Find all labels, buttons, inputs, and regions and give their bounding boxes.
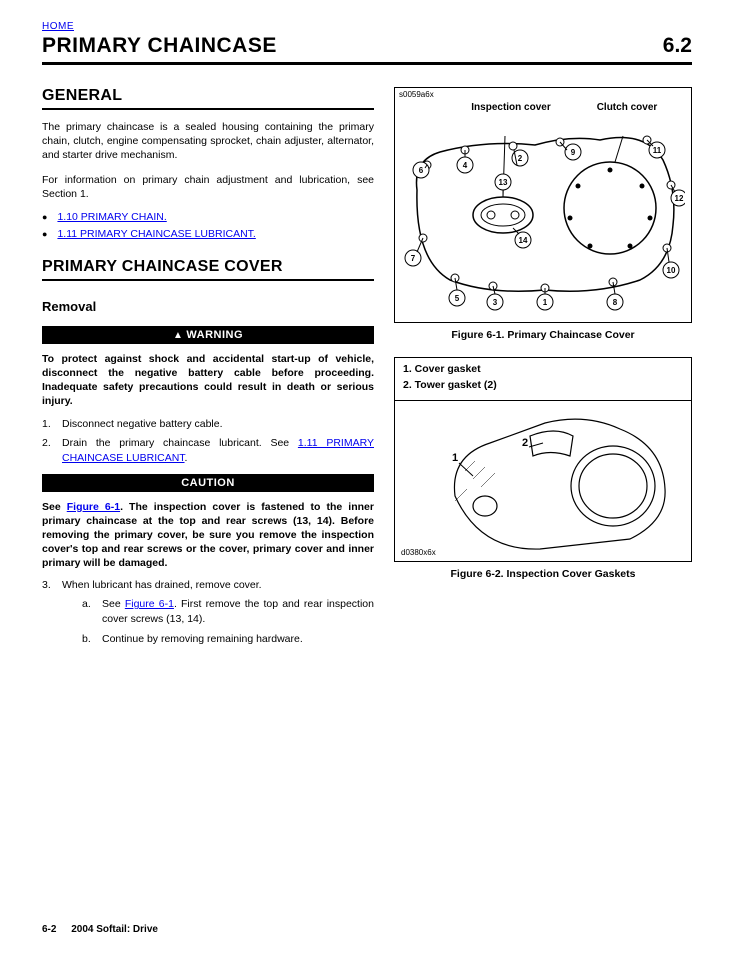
svg-text:8: 8 <box>613 298 618 307</box>
step-2: Drain the primary chaincase lubricant. S… <box>42 436 374 465</box>
heading-removal: Removal <box>42 299 374 314</box>
warning-text: To protect against shock and accidental … <box>42 352 374 409</box>
figure-code: s0059a6x <box>399 90 434 99</box>
figure-6-2-legend: 1. Cover gasket 2. Tower gasket (2) <box>395 358 691 401</box>
warning-label: WARNING <box>186 329 243 341</box>
page-title: PRIMARY CHAINCASE <box>42 34 277 58</box>
bullet-list: 1.10 PRIMARY CHAIN. 1.11 PRIMARY CHAINCA… <box>42 211 374 240</box>
section-number: 6.2 <box>663 34 692 58</box>
para-info: For information on primary chain adjustm… <box>42 173 374 201</box>
link-primary-chain[interactable]: 1.10 PRIMARY CHAIN. <box>57 211 166 223</box>
steps-3: When lubricant has drained, remove cover… <box>42 578 374 651</box>
svg-text:7: 7 <box>411 254 416 263</box>
link-figure-6-1[interactable]: Figure 6-1 <box>67 501 120 513</box>
step-3a: a.See Figure 6-1. First remove the top a… <box>82 597 374 626</box>
footer-title: 2004 Softail: Drive <box>71 924 158 935</box>
caution-banner: CAUTION <box>42 474 374 492</box>
left-column: GENERAL The primary chaincase is a seale… <box>42 87 374 659</box>
svg-text:1: 1 <box>543 298 548 307</box>
bullet-item: 1.11 PRIMARY CHAINCASE LUBRICANT. <box>42 228 374 240</box>
figure-6-1: s0059a6x Inspection cover Clutch cover <box>394 87 692 323</box>
link-figure-6-1-b[interactable]: Figure 6-1 <box>125 598 174 610</box>
svg-text:6: 6 <box>419 166 424 175</box>
legend-item: 2. Tower gasket (2) <box>403 378 683 394</box>
link-chaincase-lubricant[interactable]: 1.11 PRIMARY CHAINCASE LUBRICANT. <box>57 228 255 240</box>
svg-text:14: 14 <box>519 236 528 245</box>
svg-text:4: 4 <box>463 161 468 170</box>
step-3-sublist: a.See Figure 6-1. First remove the top a… <box>82 597 374 646</box>
step-3b: b.Continue by removing remaining hardwar… <box>82 632 374 647</box>
figure-6-1-caption: Figure 6-1. Primary Chaincase Cover <box>394 329 692 341</box>
step-1: Disconnect negative battery cable. <box>42 417 374 432</box>
steps-1-2: Disconnect negative battery cable. Drain… <box>42 417 374 466</box>
warning-banner: ▲WARNING <box>42 326 374 344</box>
svg-text:3: 3 <box>493 298 498 307</box>
svg-text:10: 10 <box>667 266 676 275</box>
step-3: When lubricant has drained, remove cover… <box>42 578 374 651</box>
caution-label: CAUTION <box>181 477 235 489</box>
title-rule <box>42 62 692 65</box>
page-footer: 6-2 2004 Softail: Drive <box>42 924 158 935</box>
heading-cover: PRIMARY CHAINCASE COVER <box>42 258 374 281</box>
home-link[interactable]: HOME <box>42 21 74 32</box>
chaincase-diagram: 1 2 3 4 5 6 7 8 9 10 11 12 13 14 <box>395 110 685 320</box>
callout-1: 1 <box>452 452 458 464</box>
svg-text:12: 12 <box>675 194 684 203</box>
warning-icon: ▲ <box>173 330 183 341</box>
heading-general: GENERAL <box>42 87 374 110</box>
svg-text:9: 9 <box>571 148 576 157</box>
svg-text:13: 13 <box>499 178 508 187</box>
figure-6-2-caption: Figure 6-2. Inspection Cover Gaskets <box>394 568 692 580</box>
svg-text:11: 11 <box>653 146 662 155</box>
title-row: PRIMARY CHAINCASE 6.2 <box>42 34 692 58</box>
content-columns: GENERAL The primary chaincase is a seale… <box>42 87 692 659</box>
figure-6-2: 1. Cover gasket 2. Tower gasket (2) d038… <box>394 357 692 562</box>
page-number: 6-2 <box>42 924 56 935</box>
svg-text:2: 2 <box>518 154 523 163</box>
para-intro: The primary chaincase is a sealed housin… <box>42 120 374 163</box>
right-column: s0059a6x Inspection cover Clutch cover <box>394 87 692 659</box>
svg-text:5: 5 <box>455 294 460 303</box>
figure-code: d0380x6x <box>401 548 436 557</box>
legend-item: 1. Cover gasket <box>403 362 683 378</box>
caution-text: See Figure 6-1. The inspection cover is … <box>42 500 374 571</box>
bullet-item: 1.10 PRIMARY CHAIN. <box>42 211 374 223</box>
gasket-diagram: 1 2 <box>395 401 685 561</box>
callout-2: 2 <box>522 437 528 449</box>
